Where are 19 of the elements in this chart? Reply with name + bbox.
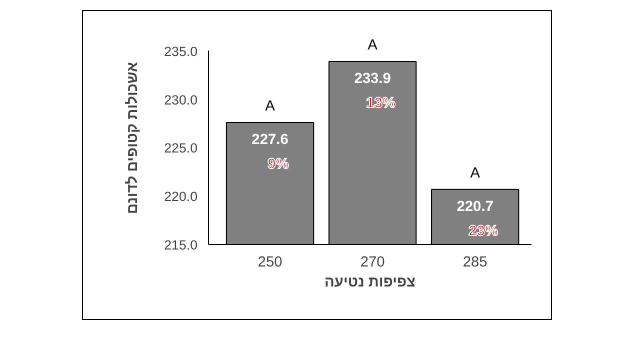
x-tick-label: 250: [258, 254, 282, 270]
annotation: A: [368, 38, 378, 54]
annotation: 9%: [268, 156, 289, 173]
y-tick-label: 235.0: [164, 44, 198, 59]
x-tick-label: 285: [462, 254, 488, 270]
x-tick-label: 270: [360, 254, 385, 270]
y-tick-label: 225.0: [164, 140, 198, 156]
x-axis-title: צפיפות נטיעה: [324, 274, 416, 290]
y-axis-title: אשכולות קטופים לדונם: [125, 62, 142, 214]
annotation: A: [265, 98, 276, 115]
y-tick-label: 215.0: [164, 238, 198, 252]
y-tick-label: 230.0: [164, 92, 198, 108]
y-tick-label: 220.0: [164, 189, 198, 204]
data-label: 220.7: [456, 198, 494, 215]
data-label: 227.6: [252, 132, 288, 148]
annotation: 23%: [468, 223, 498, 240]
data-label: 233.9: [354, 71, 391, 88]
annotation: A: [470, 165, 480, 182]
annotation: 13%: [366, 96, 396, 112]
